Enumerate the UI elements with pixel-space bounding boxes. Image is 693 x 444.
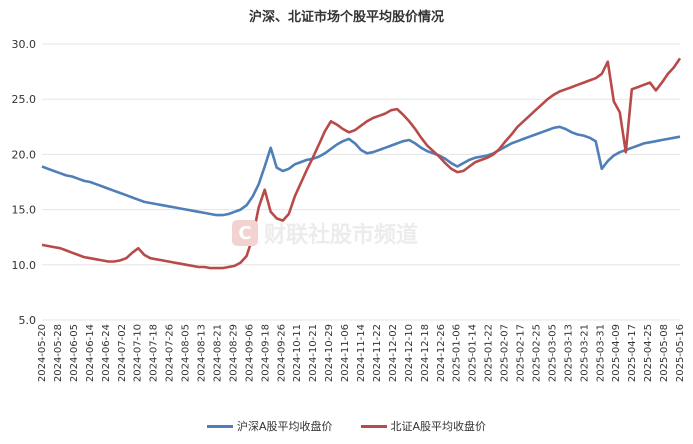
x-tick-label: 2024-09-18 — [260, 324, 271, 382]
x-tick-label: 2025-02-07 — [500, 324, 511, 382]
y-tick-label: 25.0 — [12, 93, 37, 106]
x-tick-label: 2025-01-14 — [468, 324, 479, 382]
x-tick-label: 2025-04-17 — [627, 324, 638, 382]
y-tick-label: 5.0 — [19, 314, 37, 327]
legend-label-hushen: 沪深A股平均收盘价 — [236, 420, 333, 433]
x-tick-label: 2024-09-06 — [244, 324, 255, 382]
x-tick-label: 2024-06-24 — [101, 324, 112, 382]
x-tick-label: 2025-01-06 — [452, 324, 463, 382]
x-tick-label: 2024-10-29 — [324, 324, 335, 382]
x-tick-label: 2024-05-28 — [53, 324, 64, 382]
x-tick-layer: 2024-05-20 2024-05-28 2024-06-05 2024-06-14… — [37, 324, 686, 382]
chart-title: 沪深、北证市场个股平均股价情况 — [248, 10, 444, 25]
watermark-logo-icon: C — [232, 220, 258, 246]
x-tick-label: 2024-11-22 — [372, 324, 383, 382]
x-tick-label: 2025-02-25 — [531, 324, 542, 382]
y-tick-label: 30.0 — [12, 38, 37, 51]
x-tick-label: 2024-06-05 — [69, 324, 80, 382]
x-tick-label: 2024-10-21 — [308, 324, 319, 382]
x-tick-label: 2024-05-20 — [37, 324, 48, 382]
x-tick-label: 2024-12-02 — [388, 324, 399, 382]
x-tick-label: 2024-08-05 — [181, 324, 192, 382]
x-tick-label: 2024-10-11 — [292, 324, 303, 382]
x-tick-label: 2024-07-26 — [165, 324, 176, 382]
x-tick-label: 2024-08-29 — [228, 324, 239, 382]
watermark: C 财联社股市频道 — [232, 217, 418, 249]
x-tick-label: 2025-04-09 — [611, 324, 622, 382]
x-tick-label: 2025-02-17 — [516, 324, 527, 382]
series-line-hushen[interactable] — [41, 125, 681, 217]
y-tick-label: 20.0 — [12, 148, 37, 161]
legend: 沪深A股平均收盘价 北证A股平均收盘价 — [0, 418, 693, 434]
x-tick-label: 2025-03-21 — [579, 324, 590, 382]
legend-swatch-hushen — [206, 424, 233, 428]
legend-swatch-beizheng — [360, 424, 387, 428]
series-layer — [41, 57, 682, 270]
x-tick-label: 2025-03-13 — [563, 324, 574, 382]
x-tick-label: 2024-08-13 — [197, 324, 208, 382]
y-tick-label: 15.0 — [12, 204, 37, 217]
x-tick-label: 2024-08-21 — [212, 324, 223, 382]
x-tick-label: 2024-12-10 — [404, 324, 415, 382]
x-tick-label: 2025-01-22 — [484, 324, 495, 382]
legend-item-beizheng[interactable]: 北证A股平均收盘价 — [360, 418, 487, 434]
x-tick-label: 2025-03-31 — [595, 324, 606, 382]
x-tick-label: 2024-07-10 — [133, 324, 144, 382]
x-tick-label: 2025-05-16 — [675, 324, 686, 382]
legend-label-beizheng: 北证A股平均收盘价 — [390, 420, 487, 433]
x-tick-label: 2025-04-25 — [643, 324, 654, 382]
x-tick-label: 2024-09-26 — [276, 324, 287, 382]
x-tick-label: 2025-05-08 — [659, 324, 670, 382]
x-tick-label: 2025-03-05 — [547, 324, 558, 382]
x-tick-label: 2024-12-26 — [436, 324, 447, 382]
x-tick-label: 2024-11-06 — [340, 324, 351, 382]
x-tick-label: 2024-07-02 — [117, 324, 128, 382]
x-tick-label: 2024-12-18 — [420, 324, 431, 382]
watermark-text: 财联社股市频道 — [264, 223, 419, 248]
series-line-beizheng[interactable] — [41, 57, 682, 270]
x-tick-label: 2024-06-14 — [85, 324, 96, 382]
axis-layer: 5.0 10.0 15.0 20.0 25.0 30.0 — [12, 38, 37, 327]
legend-item-hushen[interactable]: 沪深A股平均收盘价 — [206, 418, 333, 434]
x-tick-label: 2024-11-14 — [356, 324, 367, 382]
x-tick-label: 2024-07-18 — [149, 324, 160, 382]
y-tick-label: 10.0 — [12, 259, 37, 272]
grid-layer — [42, 43, 680, 321]
